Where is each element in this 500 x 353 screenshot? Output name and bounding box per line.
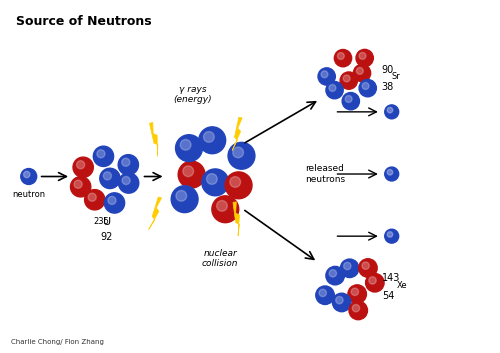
Circle shape — [88, 193, 96, 201]
Circle shape — [329, 84, 336, 91]
Circle shape — [228, 142, 255, 169]
Circle shape — [326, 82, 343, 99]
Circle shape — [178, 161, 205, 188]
Circle shape — [122, 176, 130, 185]
Text: Sr: Sr — [392, 72, 400, 81]
Circle shape — [104, 193, 124, 213]
Circle shape — [332, 293, 351, 312]
Circle shape — [183, 166, 194, 176]
Circle shape — [336, 297, 343, 304]
Circle shape — [171, 186, 198, 213]
Circle shape — [351, 288, 358, 295]
Polygon shape — [150, 122, 158, 156]
Circle shape — [74, 180, 82, 188]
Circle shape — [212, 196, 238, 223]
Circle shape — [97, 150, 105, 158]
Text: Source of Neutrons: Source of Neutrons — [16, 15, 152, 28]
Circle shape — [356, 67, 364, 74]
Text: 90: 90 — [382, 65, 394, 74]
Circle shape — [349, 301, 368, 320]
Circle shape — [387, 107, 393, 113]
Circle shape — [358, 259, 377, 277]
Text: neutron: neutron — [12, 190, 46, 199]
Circle shape — [343, 75, 350, 82]
Circle shape — [344, 262, 351, 270]
Circle shape — [326, 267, 344, 285]
Circle shape — [94, 146, 114, 167]
Circle shape — [24, 171, 30, 178]
Circle shape — [334, 49, 351, 67]
Circle shape — [202, 169, 228, 196]
Circle shape — [204, 132, 214, 142]
Circle shape — [329, 270, 336, 277]
Text: Charlie Chong/ Fion Zhang: Charlie Chong/ Fion Zhang — [12, 339, 104, 345]
Text: U: U — [104, 217, 112, 227]
Text: 38: 38 — [382, 82, 394, 92]
Circle shape — [354, 65, 370, 82]
Text: γ rays
(energy): γ rays (energy) — [174, 85, 212, 104]
Text: released
neutrons: released neutrons — [304, 164, 345, 184]
Circle shape — [366, 274, 384, 292]
Circle shape — [176, 135, 203, 162]
Polygon shape — [233, 202, 239, 236]
Circle shape — [342, 92, 359, 110]
Circle shape — [84, 190, 105, 210]
Circle shape — [387, 232, 393, 237]
Circle shape — [230, 176, 240, 187]
Text: 92: 92 — [101, 232, 113, 242]
Circle shape — [384, 167, 398, 181]
Circle shape — [225, 172, 252, 199]
Polygon shape — [148, 197, 162, 229]
Circle shape — [318, 68, 336, 85]
Text: 54: 54 — [382, 291, 394, 301]
Circle shape — [352, 304, 360, 312]
Circle shape — [319, 289, 326, 297]
Circle shape — [21, 168, 36, 185]
Circle shape — [321, 71, 328, 78]
Circle shape — [362, 83, 369, 89]
Circle shape — [108, 196, 116, 204]
Circle shape — [76, 161, 84, 169]
Circle shape — [118, 155, 139, 175]
Circle shape — [340, 259, 359, 277]
Circle shape — [369, 277, 376, 284]
Circle shape — [359, 52, 366, 59]
Polygon shape — [232, 117, 242, 150]
Circle shape — [73, 157, 94, 178]
Circle shape — [118, 173, 139, 193]
Circle shape — [206, 174, 217, 184]
Text: 143: 143 — [382, 274, 400, 283]
Circle shape — [356, 49, 374, 67]
Circle shape — [233, 147, 243, 158]
Circle shape — [359, 79, 376, 97]
Circle shape — [340, 72, 357, 89]
Text: Xe: Xe — [396, 281, 407, 290]
Circle shape — [100, 168, 120, 189]
Circle shape — [199, 127, 226, 154]
Circle shape — [122, 158, 130, 166]
Circle shape — [387, 169, 393, 175]
Circle shape — [70, 176, 91, 197]
Circle shape — [316, 286, 334, 305]
Circle shape — [176, 191, 186, 201]
Circle shape — [104, 172, 112, 180]
Circle shape — [384, 105, 398, 119]
Circle shape — [362, 262, 370, 269]
Text: nuclear
collision: nuclear collision — [202, 249, 238, 268]
Circle shape — [180, 139, 191, 150]
Circle shape — [348, 285, 366, 303]
Circle shape — [216, 201, 228, 211]
Circle shape — [384, 229, 398, 243]
Circle shape — [338, 53, 344, 59]
Circle shape — [345, 96, 352, 102]
Text: 235: 235 — [94, 217, 110, 226]
